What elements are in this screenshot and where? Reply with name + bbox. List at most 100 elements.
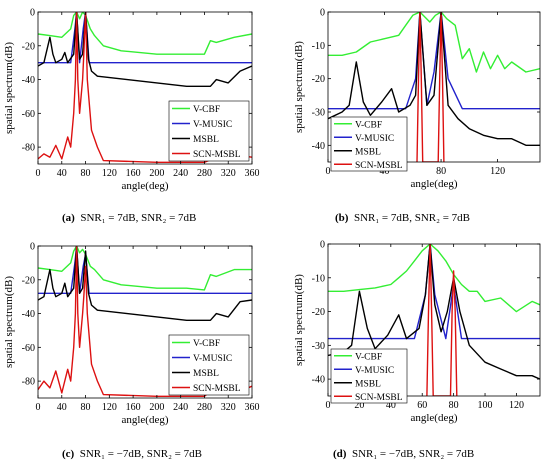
legend-label-d-msbl: MSBL: [355, 379, 381, 389]
xtick-label-b: 120: [490, 166, 505, 177]
series-b-msbl: [328, 12, 540, 147]
xtick-label-a: 360: [245, 168, 260, 179]
series-c-v-music: [38, 246, 252, 294]
ytick-label-d: 0: [320, 240, 325, 251]
caption-d-text: SNR₁ = −7dB, SNR₂ = 7dB: [351, 448, 475, 460]
legend-label-c-v-music: V-MUSIC: [193, 354, 232, 364]
legend-box-b: [330, 116, 408, 172]
legend-a: V-CBF V-MUSIC MSBL SCN-MSBL: [168, 100, 250, 162]
ytick-label-c: -60: [22, 343, 35, 354]
legend-d: V-CBF V-MUSIC MSBL SCN-MSBL: [330, 348, 408, 404]
xtick-label-d: 100: [478, 400, 493, 411]
legend-label-b-v-music: V-MUSIC: [355, 134, 394, 144]
series-b-scn-msbl: [416, 12, 445, 162]
xtick-label-c: 240: [173, 402, 188, 413]
y-axis-label-c: spatial spectrum(dB): [3, 276, 15, 368]
xtick-label-d: 60: [417, 400, 427, 411]
caption-b-letter: (b): [335, 212, 349, 224]
xtick-label-a: 200: [149, 168, 164, 179]
plot-frame-b: [327, 11, 541, 163]
caption-a: (a) SNR₁ = 7dB, SNR₂ = 7dB: [62, 212, 196, 224]
legend-b: V-CBF V-MUSIC MSBL SCN-MSBL: [330, 116, 408, 172]
xtick-label-d: 120: [509, 400, 524, 411]
ytick-label-b: -10: [312, 41, 325, 52]
xtick-label-d: 20: [354, 400, 364, 411]
chart-a: 0 40 80 120 160 200 240 280 320 360 0 -20 -40 -60 -80 a…: [3, 8, 260, 193]
caption-d-letter: (d): [333, 448, 347, 460]
legend-label-a-v-cbf: V-CBF: [193, 105, 220, 115]
ytick-label-c: -80: [22, 377, 35, 388]
xtick-label-b: 80: [436, 166, 446, 177]
legend-label-c-v-cbf: V-CBF: [193, 339, 220, 349]
legend-label-b-scn-msbl: SCN-MSBL: [355, 161, 403, 171]
xtick-label-c: 80: [81, 402, 91, 413]
xtick-label-a: 0: [36, 168, 41, 179]
caption-b: (b) SNR₁ = 7dB, SNR₂ = 7dB: [335, 212, 470, 224]
xtick-label-a: 320: [221, 168, 236, 179]
series-b-v-cbf: [328, 12, 540, 73]
caption-b-text: SNR₁ = 7dB, SNR₂ = 7dB: [353, 212, 471, 224]
xtick-label-c: 360: [245, 402, 260, 413]
x-axis-label-b: angle(deg): [410, 178, 457, 190]
legend-label-d-v-music: V-MUSIC: [355, 366, 394, 376]
xtick-label-c: 0: [36, 402, 41, 413]
legend-label-a-msbl: MSBL: [193, 135, 219, 145]
legend-label-a-v-music: V-MUSIC: [193, 120, 232, 130]
series-a-msbl: [38, 12, 252, 88]
legend-label-d-scn-msbl: SCN-MSBL: [355, 393, 403, 403]
series-d-scn-msbl: [426, 244, 458, 396]
xtick-label-c: 320: [221, 402, 236, 413]
ytick-label-a: -60: [22, 109, 35, 120]
ytick-label-d: -20: [312, 307, 325, 318]
xtick-label-c: 120: [102, 402, 117, 413]
plot-frame-d: [327, 243, 541, 397]
xtick-label-d: 40: [386, 400, 396, 411]
plot-frame-c: [37, 245, 253, 399]
caption-c-letter: (c): [62, 448, 75, 460]
legend-label-b-msbl: MSBL: [355, 147, 381, 157]
legend-box-c: [168, 334, 250, 396]
series-a-v-music: [38, 12, 252, 64]
ytick-label-b: -40: [312, 141, 325, 152]
xtick-label-d: 0: [326, 400, 331, 411]
xtick-label-a: 120: [102, 168, 117, 179]
ytick-label-d: -10: [312, 273, 325, 284]
ytick-label-d: -40: [312, 375, 325, 386]
series-c-v-cbf: [38, 246, 252, 291]
xtick-label-a: 240: [173, 168, 188, 179]
ytick-label-a: -20: [22, 41, 35, 52]
series-c-msbl: [38, 246, 252, 321]
legend-box-a: [168, 100, 250, 162]
caption-a-letter: (a): [62, 212, 75, 224]
y-axis-label-d: spatial spectrum(dB): [293, 274, 305, 366]
xtick-label-d: 80: [449, 400, 459, 411]
ytick-label-d: -30: [312, 341, 325, 352]
xtick-label-a: 80: [81, 168, 91, 179]
plot-frame-a: [37, 11, 253, 165]
series-a-v-cbf: [38, 12, 252, 55]
xtick-label-a: 40: [57, 168, 67, 179]
ytick-label-c: -40: [22, 309, 35, 320]
x-axis-label-d: angle(deg): [410, 412, 457, 424]
x-axis-label-c: angle(deg): [121, 414, 168, 426]
ytick-label-a: -80: [22, 143, 35, 154]
chart-c: 0 40 80 120 160 200 240 280 320 360 0 -20 -40 -60 -80 a…: [3, 242, 260, 427]
xtick-label-a: 280: [197, 168, 212, 179]
y-axis-label-a: spatial spectrum(dB): [3, 42, 15, 134]
ytick-label-a: -40: [22, 75, 35, 86]
chart-d: 0 20 40 60 80 100 120 0 -10 -20 -30 -40 angle(deg) sp…: [293, 240, 541, 424]
ytick-label-a: 0: [30, 8, 35, 19]
legend-label-b-v-cbf: V-CBF: [355, 120, 382, 130]
xtick-label-a: 160: [126, 168, 141, 179]
ytick-label-b: -30: [312, 108, 325, 119]
ytick-label-b: -20: [312, 74, 325, 85]
legend-label-c-msbl: MSBL: [193, 369, 219, 379]
series-d-v-cbf: [328, 244, 540, 313]
ytick-label-c: -20: [22, 275, 35, 286]
chart-b: 0 40 80 120 0 -10 -20 -30 -40 angle(deg) spatial s…: [293, 8, 541, 190]
series-d-msbl: [328, 244, 540, 380]
legend-label-c-scn-msbl: SCN-MSBL: [193, 384, 241, 394]
legend-label-d-v-cbf: V-CBF: [355, 352, 382, 362]
xtick-label-c: 200: [149, 402, 164, 413]
